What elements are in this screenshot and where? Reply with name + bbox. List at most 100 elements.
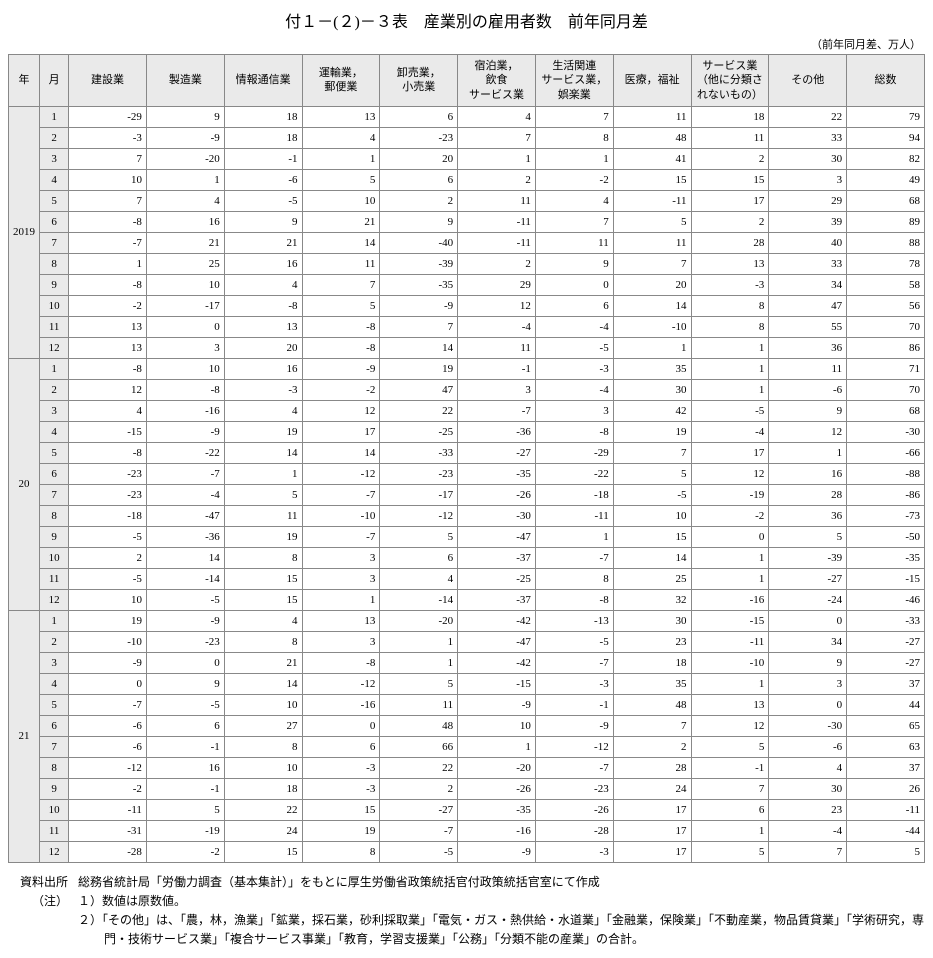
data-cell: 1 [380,652,458,673]
data-cell: 5 [380,526,458,547]
data-cell: 70 [847,316,925,337]
data-cell: -42 [458,652,536,673]
data-cell: -16 [302,694,380,715]
data-cell: 36 [769,337,847,358]
data-cell: -27 [847,631,925,652]
data-cell: -3 [691,274,769,295]
month-cell: 5 [40,442,69,463]
data-cell: 14 [224,442,302,463]
data-cell: -6 [69,736,147,757]
data-cell: 21 [224,232,302,253]
month-cell: 9 [40,778,69,799]
data-cell: 5 [613,463,691,484]
data-cell: -15 [691,610,769,631]
data-cell: 94 [847,127,925,148]
data-cell: -11 [458,211,536,232]
data-cell: 19 [613,421,691,442]
data-cell: 89 [847,211,925,232]
data-cell: 9 [224,211,302,232]
data-cell: -24 [769,589,847,610]
data-cell: 8 [691,295,769,316]
data-cell: -47 [458,631,536,652]
data-cell: 15 [302,799,380,820]
data-cell: -73 [847,505,925,526]
data-cell: 6 [380,106,458,127]
data-cell: -18 [535,484,613,505]
table-row: 4101-6562-21515349 [9,169,925,190]
data-cell: 10 [224,757,302,778]
month-cell: 2 [40,379,69,400]
data-cell: 6 [302,736,380,757]
year-cell: 2019 [9,106,40,358]
data-cell: 8 [691,316,769,337]
data-cell: 15 [613,526,691,547]
table-row: 6-8169219-117523989 [9,211,925,232]
data-cell: -39 [769,547,847,568]
data-cell: 19 [69,610,147,631]
table-row: 37-20-1120114123082 [9,148,925,169]
data-cell: -15 [458,673,536,694]
data-cell: 10 [146,358,224,379]
data-cell: 17 [613,799,691,820]
data-cell: -8 [69,358,147,379]
data-cell: 39 [769,211,847,232]
data-cell: 63 [847,736,925,757]
table-row: 2-3-9184-237848113394 [9,127,925,148]
data-cell: 33 [769,127,847,148]
data-cell: 7 [69,190,147,211]
data-cell: -23 [380,463,458,484]
data-cell: 7 [302,274,380,295]
data-cell: -7 [535,757,613,778]
table-row: 7-23-45-7-17-26-18-5-1928-86 [9,484,925,505]
data-cell: -5 [146,589,224,610]
data-cell: 13 [69,337,147,358]
data-cell: 0 [769,694,847,715]
data-cell: 4 [224,274,302,295]
data-cell: 30 [613,379,691,400]
data-cell: -23 [146,631,224,652]
month-cell: 11 [40,316,69,337]
table-row: 2-10-23831-47-523-1134-27 [9,631,925,652]
data-cell: -1 [535,694,613,715]
data-cell: -9 [146,610,224,631]
data-cell: -7 [535,547,613,568]
data-cell: -5 [535,337,613,358]
data-cell: 24 [613,778,691,799]
data-cell: 21 [302,211,380,232]
data-cell: 10 [458,715,536,736]
month-cell: 11 [40,820,69,841]
data-cell: 4 [146,190,224,211]
data-cell: 5 [302,169,380,190]
data-cell: -3 [302,778,380,799]
col-header: 宿泊業，飲食サービス業 [458,55,536,107]
data-cell: 12 [691,715,769,736]
data-cell: 3 [769,673,847,694]
month-cell: 6 [40,211,69,232]
month-cell: 9 [40,274,69,295]
data-cell: -16 [691,589,769,610]
data-cell: -15 [69,421,147,442]
data-cell: 4 [535,190,613,211]
data-cell: 58 [847,274,925,295]
data-cell: 1 [69,253,147,274]
data-cell: -7 [146,463,224,484]
table-row: 7-6-186661-1225-663 [9,736,925,757]
data-cell: 15 [224,841,302,862]
data-cell: 1 [613,337,691,358]
data-cell: -31 [69,820,147,841]
data-cell: 9 [769,652,847,673]
data-cell: 7 [535,106,613,127]
data-cell: -14 [146,568,224,589]
data-cell: -39 [380,253,458,274]
data-cell: 34 [769,631,847,652]
data-cell: -23 [380,127,458,148]
data-cell: 1 [691,358,769,379]
data-cell: 17 [613,841,691,862]
col-header: 卸売業，小売業 [380,55,458,107]
table-row: 8-121610-322-20-728-1437 [9,757,925,778]
data-cell: -10 [302,505,380,526]
data-cell: 7 [613,715,691,736]
month-cell: 7 [40,736,69,757]
data-cell: 17 [691,190,769,211]
col-header: 運輸業，郵便業 [302,55,380,107]
